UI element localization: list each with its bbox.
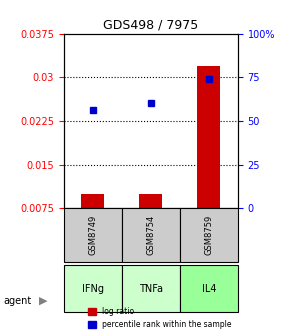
FancyBboxPatch shape [180, 208, 238, 262]
Text: agent: agent [3, 296, 31, 306]
FancyBboxPatch shape [64, 265, 122, 312]
Bar [197, 66, 220, 208]
Text: GSM8749: GSM8749 [88, 215, 97, 255]
Text: IFNg: IFNg [82, 284, 104, 294]
Title: GDS498 / 7975: GDS498 / 7975 [103, 18, 198, 31]
Text: ▶: ▶ [39, 296, 48, 306]
Legend: log ratio, percentile rank within the sample: log ratio, percentile rank within the sa… [85, 304, 234, 332]
Text: IL4: IL4 [202, 284, 216, 294]
FancyBboxPatch shape [64, 208, 122, 262]
Bar [139, 194, 162, 208]
FancyBboxPatch shape [180, 265, 238, 312]
Bar [81, 194, 104, 208]
Text: TNFa: TNFa [139, 284, 163, 294]
Text: GSM8754: GSM8754 [146, 215, 155, 255]
Text: GSM8759: GSM8759 [204, 215, 213, 255]
FancyBboxPatch shape [122, 265, 180, 312]
FancyBboxPatch shape [122, 208, 180, 262]
